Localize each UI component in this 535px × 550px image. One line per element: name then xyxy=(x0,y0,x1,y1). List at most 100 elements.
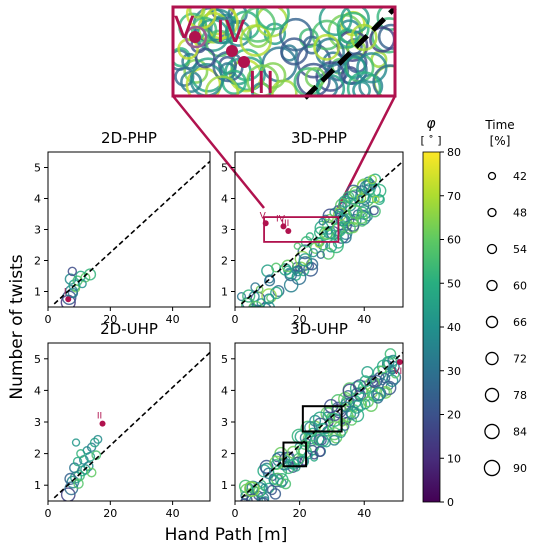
data-point xyxy=(338,195,352,208)
inset-point xyxy=(188,7,206,19)
inset-connector-left xyxy=(172,95,265,209)
inset-point xyxy=(271,79,298,96)
data-point xyxy=(250,316,256,322)
inset-point xyxy=(177,38,199,60)
diagonal-line xyxy=(53,160,211,305)
panel-title: 2D-UHP xyxy=(100,320,158,338)
data-point xyxy=(303,450,313,460)
data-point xyxy=(316,250,325,260)
data-point xyxy=(297,256,313,271)
data-point xyxy=(248,303,257,307)
diagonal-line xyxy=(240,160,404,305)
data-point xyxy=(71,438,81,447)
data-point xyxy=(261,306,265,307)
size-legend-label: 42 xyxy=(513,170,527,183)
inset-point xyxy=(251,82,272,96)
size-legend-marker xyxy=(484,387,500,403)
x-tick-label: 0 xyxy=(232,313,239,326)
inset-point xyxy=(315,61,346,92)
data-point xyxy=(283,277,299,293)
data-point xyxy=(73,478,84,489)
size-legend-unit: [%] xyxy=(490,134,511,148)
x-tick-label: 40 xyxy=(166,507,180,520)
size-legend-label: 66 xyxy=(513,316,527,329)
y-tick-label: 5 xyxy=(221,353,228,366)
size-legend-marker xyxy=(486,243,498,255)
colorbar-tick-label: 80 xyxy=(447,146,461,159)
inset-point xyxy=(340,7,370,34)
data-point xyxy=(360,398,371,410)
panel-title: 3D-UHP xyxy=(290,320,348,338)
data-point xyxy=(258,497,266,501)
data-point xyxy=(255,487,266,498)
data-point xyxy=(263,293,275,305)
data-point xyxy=(281,259,295,273)
inset-point xyxy=(204,75,240,96)
y-tick-label: 3 xyxy=(221,224,228,237)
data-point xyxy=(342,191,355,204)
highlight-label: III xyxy=(281,219,289,229)
highlight-point xyxy=(280,223,287,230)
data-point xyxy=(244,319,255,330)
size-legend-title: Time xyxy=(484,118,514,132)
data-point xyxy=(244,481,260,497)
inset-highlight-point xyxy=(226,45,238,57)
colorbar-tick-label: 60 xyxy=(447,234,461,247)
data-point xyxy=(252,309,265,322)
data-point xyxy=(304,421,318,435)
data-point xyxy=(263,275,276,287)
size-legend-marker xyxy=(485,351,499,366)
data-point xyxy=(374,194,385,206)
diagonal-line xyxy=(53,351,211,499)
axes-frame xyxy=(47,342,211,502)
panel-title: 2D-PHP xyxy=(101,129,157,147)
data-point xyxy=(67,287,79,299)
x-tick-label: 20 xyxy=(103,507,117,520)
data-point xyxy=(322,247,335,260)
colorbar-bar xyxy=(422,151,441,503)
region-box xyxy=(301,405,343,433)
data-point xyxy=(317,239,329,251)
size-legend-marker xyxy=(485,315,499,329)
data-point xyxy=(241,509,251,519)
colorbar-tick-label: 0 xyxy=(447,496,454,509)
data-point xyxy=(354,194,364,204)
x-tick-label: 20 xyxy=(103,313,117,326)
inset-point xyxy=(207,16,235,45)
data-point xyxy=(328,237,344,254)
data-point xyxy=(254,500,261,501)
x-tick-label: 40 xyxy=(357,313,371,326)
data-point xyxy=(64,472,77,485)
colorbar-tick-label: 20 xyxy=(447,409,461,422)
data-point xyxy=(342,383,358,399)
data-point xyxy=(350,387,365,402)
data-point xyxy=(347,204,362,219)
inset-highlighted-points xyxy=(184,25,250,68)
y-tick-label: 1 xyxy=(34,286,41,299)
y-tick-label: 1 xyxy=(221,286,228,299)
size-legend-label: 84 xyxy=(513,426,527,439)
x-tick-label: 0 xyxy=(45,507,52,520)
data-point xyxy=(345,405,360,420)
data-point xyxy=(248,320,256,328)
panel-points xyxy=(238,348,402,519)
data-point xyxy=(362,396,374,408)
inset-point xyxy=(194,47,216,69)
size-legend-entries: 42 48 54 60 66 72 78 84 90 xyxy=(483,170,527,477)
colorbar-tick-label: 30 xyxy=(447,365,461,378)
data-point xyxy=(60,294,76,307)
data-point xyxy=(328,434,340,446)
data-point xyxy=(371,195,380,204)
y-axis-label: Number of twists xyxy=(7,254,27,399)
size-legend-label: 90 xyxy=(513,462,527,475)
y-tick-label: 2 xyxy=(34,448,41,461)
size-legend-marker xyxy=(486,279,498,292)
data-point xyxy=(256,500,260,501)
data-point xyxy=(377,365,387,375)
data-point xyxy=(386,370,402,385)
colorbar-ticks: 0 10 20 30 40 50 60 70 80 xyxy=(440,146,461,509)
data-point xyxy=(314,446,326,458)
data-point xyxy=(379,373,391,384)
size-legend-label: 54 xyxy=(513,243,527,256)
colorbar-symbol: φ xyxy=(426,116,436,132)
